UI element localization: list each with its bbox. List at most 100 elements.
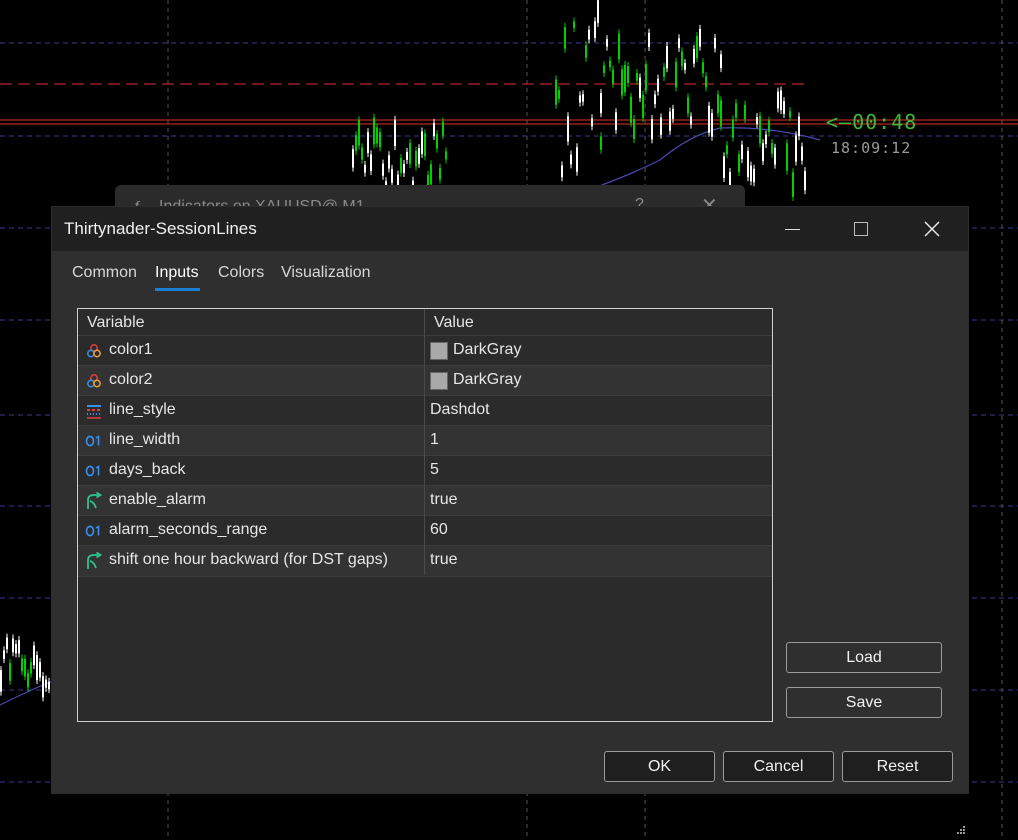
tab-colors[interactable]: Colors	[218, 264, 265, 281]
candle-body	[702, 62, 704, 74]
candle-body	[666, 45, 668, 69]
tab-visualization[interactable]: Visualization	[281, 264, 371, 281]
table-row[interactable]: enable_alarm true	[78, 485, 772, 516]
candle-body	[621, 69, 623, 96]
variable-name: color2	[109, 371, 153, 388]
variable-value[interactable]: 5	[430, 461, 439, 478]
candle-body	[786, 143, 788, 171]
candle-body	[651, 118, 653, 140]
candle-body	[600, 136, 602, 150]
candle-body	[358, 120, 360, 146]
candle-body	[777, 91, 779, 109]
table-row[interactable]: color2 DarkGray	[78, 365, 772, 396]
candle-body	[555, 79, 557, 105]
candle-body	[388, 155, 390, 169]
candle-body	[762, 143, 764, 162]
candle-body	[364, 164, 366, 173]
candle-body	[15, 644, 17, 654]
table-row[interactable]: days_back 5	[78, 455, 772, 486]
help-button[interactable]: ?	[635, 196, 644, 213]
candle-body	[678, 38, 680, 48]
reset-button[interactable]: Reset	[842, 751, 953, 782]
candle-body	[21, 658, 23, 672]
save-button[interactable]: Save	[786, 687, 942, 718]
candle-body	[406, 151, 408, 160]
integer-icon	[85, 432, 103, 450]
indicator-icon: ƒ	[133, 198, 141, 215]
maximize-button[interactable]	[841, 212, 881, 246]
table-row[interactable]: alarm_seconds_range 60	[78, 515, 772, 546]
candle-body	[33, 645, 35, 666]
candle-body	[675, 61, 677, 88]
candle-body	[684, 63, 686, 70]
tab-inputs[interactable]: Inputs	[155, 264, 199, 281]
candle-body	[0, 670, 2, 692]
candle-body	[400, 157, 402, 173]
candle-body	[415, 150, 417, 167]
color-swatch[interactable]	[430, 372, 448, 390]
tab-bar: Common Inputs Colors Visualization	[52, 251, 968, 291]
cancel-button[interactable]: Cancel	[723, 751, 834, 782]
candle-body	[768, 120, 770, 132]
candle-body	[804, 171, 806, 191]
table-row[interactable]: shift one hour backward (for DST gaps) t…	[78, 545, 772, 577]
variable-value[interactable]: true	[430, 491, 458, 508]
resize-grip-icon[interactable]	[956, 825, 966, 835]
variable-name: days_back	[109, 461, 186, 478]
candle-body	[627, 66, 629, 83]
candle-body	[9, 663, 11, 681]
candle-body	[765, 134, 767, 145]
candle-body	[738, 154, 740, 172]
line-style-icon	[85, 402, 103, 420]
candle-body	[705, 76, 707, 88]
candle-body	[382, 163, 384, 176]
dialog-titlebar[interactable]: Thirtynader-SessionLines	[52, 207, 968, 251]
close-button[interactable]	[912, 212, 952, 246]
table-row[interactable]: line_style Dashdot	[78, 395, 772, 426]
candle-body	[397, 174, 399, 191]
candle-body	[573, 21, 575, 28]
close-icon	[924, 221, 940, 237]
candle-body	[30, 662, 32, 674]
candle-body	[367, 132, 369, 153]
candle-body	[36, 655, 38, 681]
candle-body	[720, 54, 722, 69]
variable-value[interactable]: DarkGray	[453, 341, 522, 358]
candle-body	[789, 111, 791, 118]
load-button[interactable]: Load	[786, 642, 942, 673]
table-row[interactable]: line_width 1	[78, 425, 772, 456]
candle-body	[603, 65, 605, 73]
candle-body	[669, 111, 671, 131]
candle-body	[39, 662, 41, 678]
color-swatch[interactable]	[430, 342, 448, 360]
candle-body	[672, 108, 674, 119]
candle-body	[609, 60, 611, 68]
candle-body	[633, 119, 635, 140]
candle-body	[561, 165, 563, 178]
variable-value[interactable]: 60	[430, 521, 448, 538]
candle-body	[696, 36, 698, 59]
inputs-panel: Variable Value color1 DarkGray color2 Da…	[62, 299, 966, 743]
variable-value[interactable]: Dashdot	[430, 401, 490, 418]
tab-common[interactable]: Common	[72, 264, 137, 281]
minimize-button[interactable]	[772, 212, 812, 246]
candle-body	[48, 681, 50, 690]
candle-body	[657, 78, 659, 92]
candle-body	[618, 33, 620, 60]
variable-name: color1	[109, 341, 153, 358]
candle-body	[597, 0, 599, 23]
variable-value[interactable]: 1	[430, 431, 439, 448]
candle-body	[612, 69, 614, 84]
variable-value[interactable]: true	[430, 551, 458, 568]
candle-body	[585, 45, 587, 58]
candle-body	[711, 113, 713, 137]
candle-body	[591, 118, 593, 127]
variable-value[interactable]: DarkGray	[453, 371, 522, 388]
candle-body	[615, 112, 617, 130]
table-row[interactable]: color1 DarkGray	[78, 335, 772, 366]
candle-body	[588, 29, 590, 40]
candle-body	[45, 679, 47, 688]
ok-button[interactable]: OK	[604, 751, 715, 782]
candle-body	[433, 122, 435, 137]
column-divider[interactable]	[424, 309, 425, 575]
